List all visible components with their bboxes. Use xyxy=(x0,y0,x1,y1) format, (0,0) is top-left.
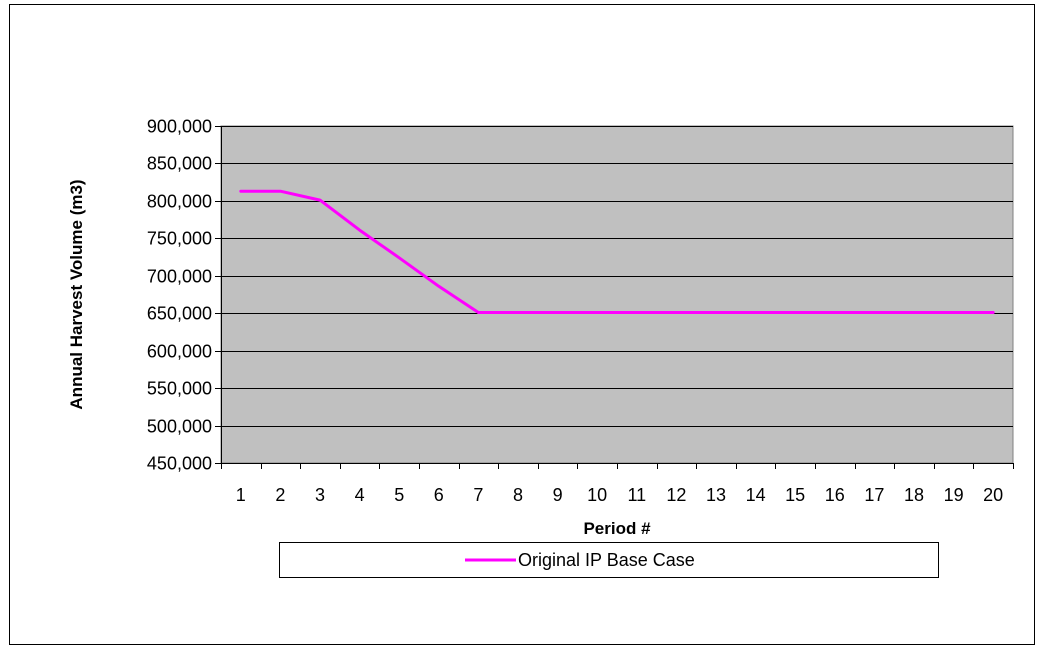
plot-area xyxy=(220,125,1014,464)
x-tick-label: 1 xyxy=(236,485,246,505)
x-tick-label: 15 xyxy=(785,485,805,505)
x-tick-label: 10 xyxy=(587,485,607,505)
series-layer xyxy=(239,189,995,314)
y-tick-label: 900,000 xyxy=(147,117,212,137)
x-tick-label: 6 xyxy=(434,485,444,505)
x-axis-title: Period # xyxy=(583,519,651,538)
x-tick-label: 19 xyxy=(944,485,964,505)
y-tick-label: 800,000 xyxy=(147,192,212,212)
y-axis-title: Annual Harvest Volume (m3) xyxy=(67,179,86,409)
x-tick-label: 14 xyxy=(746,485,766,505)
y-tick-label: 850,000 xyxy=(147,154,212,174)
y-tick-label: 600,000 xyxy=(147,342,212,362)
y-tick-label: 700,000 xyxy=(147,267,212,287)
y-tick-label: 650,000 xyxy=(147,304,212,324)
series-line xyxy=(239,189,995,314)
x-tick-label: 2 xyxy=(275,485,285,505)
x-axis-ticks: 1 2 3 4 5 6 7 8 9 10 11 12 13 14 15 16 17 18 19 20 xyxy=(221,463,1014,505)
x-tick-label: 12 xyxy=(666,485,686,505)
y-tick-label: 500,000 xyxy=(147,417,212,437)
x-tick-label: 3 xyxy=(315,485,325,505)
x-tick-label: 18 xyxy=(904,485,924,505)
y-axis-ticks: 450,000 500,000 550,000 600,000 650,000 700,0… xyxy=(147,117,221,474)
x-tick-label: 17 xyxy=(864,485,884,505)
x-tick-label: 11 xyxy=(627,485,646,505)
legend: Original IP Base Case xyxy=(279,542,939,578)
x-tick-label: 16 xyxy=(825,485,845,505)
grid-lines xyxy=(221,126,1013,427)
legend-box xyxy=(279,542,939,578)
x-tick-label: 7 xyxy=(473,485,483,505)
x-tick-label: 8 xyxy=(513,485,523,505)
x-tick-label: 4 xyxy=(355,485,365,505)
y-tick-label: 450,000 xyxy=(147,454,212,474)
x-tick-label: 5 xyxy=(394,485,404,505)
x-tick-label: 20 xyxy=(983,485,1003,505)
y-tick-label: 550,000 xyxy=(147,379,212,399)
legend-label: Original IP Base Case xyxy=(518,550,695,570)
y-tick-label: 750,000 xyxy=(147,229,212,249)
x-tick-label: 9 xyxy=(553,485,563,505)
x-tick-label: 13 xyxy=(706,485,726,505)
